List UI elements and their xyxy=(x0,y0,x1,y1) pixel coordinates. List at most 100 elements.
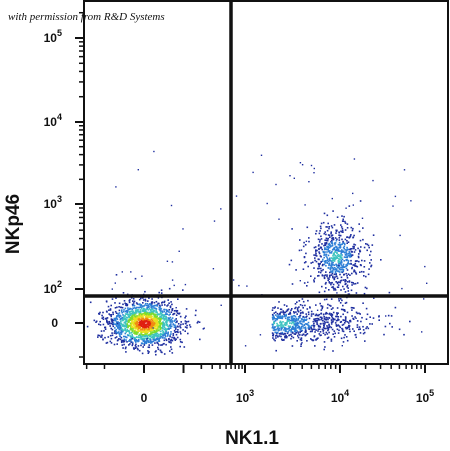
event-dot xyxy=(339,250,342,252)
event-dot xyxy=(168,314,170,316)
event-dot xyxy=(156,323,159,325)
event-dot xyxy=(364,286,367,289)
event-dot xyxy=(118,328,120,331)
event-dot xyxy=(144,315,147,318)
event-dot xyxy=(321,307,323,310)
event-dot xyxy=(150,331,152,333)
event-dot xyxy=(115,331,117,333)
event-dot xyxy=(132,322,135,324)
event-dot xyxy=(321,305,324,308)
event-dot xyxy=(342,319,344,321)
event-dot xyxy=(278,329,281,331)
event-dot xyxy=(342,250,344,252)
event-dot xyxy=(121,309,123,311)
event-dot xyxy=(322,263,324,266)
event-dot xyxy=(158,306,161,308)
event-dot xyxy=(134,347,137,349)
event-dot xyxy=(131,314,134,317)
event-dot xyxy=(162,317,165,320)
event-dot xyxy=(341,271,344,274)
event-dot xyxy=(352,282,354,284)
event-dot xyxy=(314,345,316,347)
event-dot xyxy=(426,282,428,284)
event-dot xyxy=(338,281,340,283)
event-dot xyxy=(283,314,286,317)
event-dot xyxy=(346,339,349,342)
event-dot xyxy=(105,318,108,320)
event-dot xyxy=(147,329,149,332)
event-dot xyxy=(307,265,309,268)
event-dot xyxy=(159,330,162,333)
event-dot xyxy=(327,277,329,279)
event-dot xyxy=(288,316,290,318)
event-dot xyxy=(151,341,153,344)
event-dot xyxy=(323,276,326,279)
event-dot xyxy=(175,309,177,312)
event-dot xyxy=(163,314,165,316)
event-dot xyxy=(155,311,158,313)
event-dot xyxy=(170,340,172,342)
event-dot xyxy=(344,310,346,312)
event-dot xyxy=(345,336,348,338)
event-dot xyxy=(143,334,145,336)
event-dot xyxy=(167,299,169,301)
event-dot xyxy=(327,279,329,281)
event-dot xyxy=(325,298,328,301)
event-dot xyxy=(363,331,366,334)
event-dot xyxy=(340,257,343,259)
event-dot xyxy=(291,322,293,325)
event-dot xyxy=(138,298,141,301)
event-dot xyxy=(331,261,333,263)
event-dot xyxy=(276,325,278,327)
event-dot xyxy=(119,331,122,334)
event-dot xyxy=(184,326,187,328)
event-dot xyxy=(358,223,360,225)
event-dot xyxy=(113,323,115,325)
event-dot xyxy=(272,327,275,329)
event-dot xyxy=(331,237,333,240)
event-dot xyxy=(359,239,362,242)
event-dot xyxy=(362,329,365,331)
event-dot xyxy=(323,327,326,330)
event-dot xyxy=(121,324,123,326)
event-dot xyxy=(340,224,342,226)
event-dot xyxy=(345,252,348,255)
event-dot xyxy=(338,329,340,332)
event-dot xyxy=(153,307,155,309)
event-dot xyxy=(173,310,176,312)
event-dot xyxy=(347,248,350,251)
event-dot xyxy=(297,325,299,327)
event-dot xyxy=(314,331,316,333)
event-dot xyxy=(358,328,360,331)
event-dot xyxy=(283,326,285,328)
event-dot xyxy=(299,322,301,325)
event-dot xyxy=(157,348,160,351)
event-dot xyxy=(158,291,160,294)
event-dot xyxy=(161,326,164,329)
event-dot xyxy=(299,162,302,164)
event-dot xyxy=(334,243,336,246)
event-dot xyxy=(131,344,134,347)
event-dot xyxy=(112,322,115,324)
event-dot xyxy=(146,324,148,327)
event-dot xyxy=(155,323,157,326)
event-dot xyxy=(291,345,294,347)
event-dot xyxy=(155,329,157,332)
event-dot xyxy=(272,317,274,320)
event-dot xyxy=(301,311,304,313)
event-dot xyxy=(149,342,152,344)
event-dot xyxy=(143,308,145,311)
event-dot xyxy=(275,311,277,313)
event-dot xyxy=(341,267,343,269)
event-dot xyxy=(281,339,284,341)
event-dot xyxy=(308,240,310,243)
event-dot xyxy=(199,338,201,341)
event-dot xyxy=(286,318,289,321)
event-dot xyxy=(300,322,303,325)
event-dot xyxy=(346,311,349,314)
event-dot xyxy=(148,308,151,310)
event-dot xyxy=(149,313,151,316)
event-dot xyxy=(336,247,339,250)
event-dot xyxy=(131,341,133,343)
event-dot xyxy=(282,311,284,314)
